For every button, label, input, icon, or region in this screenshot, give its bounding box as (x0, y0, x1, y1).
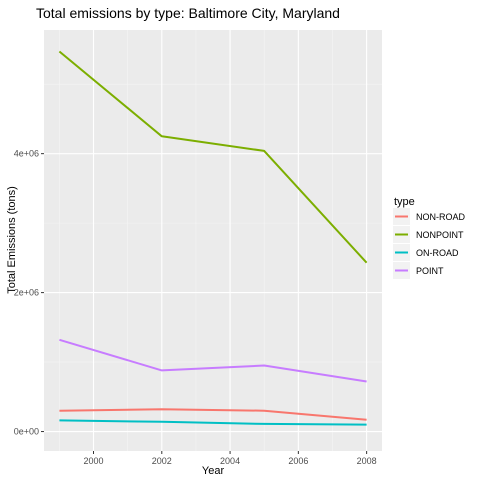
x-tick-label: 2000 (83, 456, 103, 466)
y-axis-label: Total Emissions (tons) (6, 186, 18, 294)
x-axis-ticks: 2000 2002 2004 2006 2008 (83, 451, 377, 466)
legend-label: NON-ROAD (416, 212, 465, 222)
y-tick-label: 2e+06 (14, 288, 39, 298)
legend-items: NON-ROAD NONPOINT ON-ROAD POINT (393, 208, 465, 279)
legend: type NON-ROAD NONPOINT ON-ROAD POINT (393, 196, 465, 279)
series-line-point (59, 338, 367, 383)
x-axis-label: Year (202, 465, 225, 477)
x-tick-label: 2002 (152, 456, 172, 466)
plot-panel (44, 30, 382, 451)
y-axis-ticks: 0e+00 2e+06 4e+06 (14, 149, 44, 437)
series-line-non-road (59, 408, 367, 421)
legend-title: type (394, 196, 415, 208)
x-tick-label: 2004 (220, 456, 240, 466)
series-line-nonpoint (58, 50, 368, 264)
legend-label: ON-ROAD (416, 248, 459, 258)
series-lines (58, 50, 368, 426)
series-line-on-road (59, 419, 367, 426)
x-tick-label: 2008 (357, 456, 377, 466)
legend-label: NONPOINT (416, 230, 464, 240)
x-tick-label: 2006 (288, 456, 308, 466)
y-tick-label: 0e+00 (14, 427, 39, 437)
y-tick-label: 4e+06 (14, 149, 39, 159)
grid-minor (44, 30, 382, 451)
legend-label: POINT (416, 266, 444, 276)
chart-title: Total emissions by type: Baltimore City,… (36, 5, 340, 21)
